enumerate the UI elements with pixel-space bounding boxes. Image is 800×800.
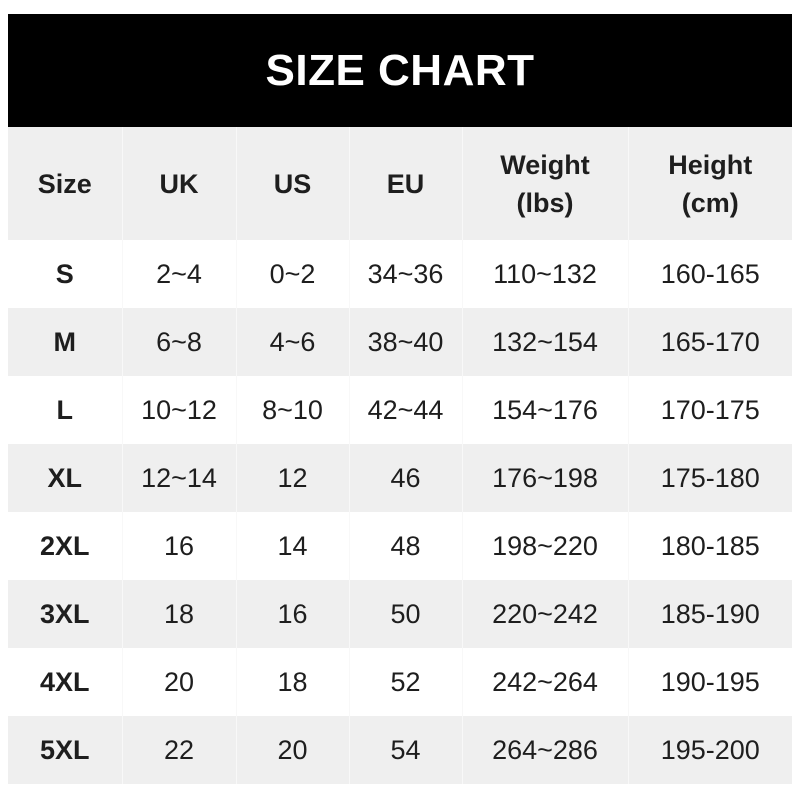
cell-uk: 6~8	[122, 308, 237, 376]
column-header-label: Weight	[500, 149, 590, 180]
column-header-eu: EU	[349, 127, 463, 240]
table-row: L 10~12 8~10 42~44 154~176 170-175	[8, 376, 792, 444]
cell-size: M	[8, 308, 123, 376]
column-header-us: US	[236, 127, 350, 240]
cell-uk: 12~14	[122, 444, 237, 512]
cell-us: 20	[236, 716, 350, 784]
cell-weight: 176~198	[462, 444, 629, 512]
column-header-label: UK	[159, 168, 199, 199]
column-header-height: Height (cm)	[628, 127, 792, 240]
cell-height: 160-165	[660, 258, 760, 289]
column-header-label: Height	[668, 149, 753, 180]
header-row: Size UK US EU Weight (lbs) Height (cm)	[8, 127, 792, 240]
size-chart-table: Size UK US EU Weight (lbs) Height (cm) S 2~4 0~2 3…	[8, 127, 792, 784]
cell-eu: 38~40	[349, 308, 463, 376]
cell-us: 0~2	[236, 240, 350, 308]
cell-uk: 22	[122, 716, 237, 784]
cell-eu: 52	[349, 648, 463, 716]
cell-uk: 18	[122, 580, 237, 648]
cell-size: 5XL	[8, 716, 123, 784]
cell-eu: 50	[349, 580, 463, 648]
cell-height: 180-185	[660, 530, 760, 561]
cell-height: 170-175	[660, 394, 760, 425]
cell-weight: 242~264	[462, 648, 629, 716]
cell-height: 190-195	[660, 666, 760, 697]
cell-eu: 34~36	[349, 240, 463, 308]
cell-height: 175-180	[628, 444, 792, 512]
column-header-label: EU	[386, 168, 425, 199]
cell-us: 16	[236, 580, 350, 648]
cell-size: L	[8, 376, 123, 444]
cell-weight: 264~286	[462, 716, 629, 784]
cell-size: XL	[8, 444, 123, 512]
cell-us: 8~10	[236, 376, 350, 444]
cell-weight: 220~242	[462, 580, 629, 648]
cell-uk: 2~4	[122, 240, 237, 308]
cell-uk: 20	[122, 648, 237, 716]
cell-weight: 154~176	[462, 376, 629, 444]
cell-us: 14	[236, 512, 350, 580]
column-header-size: Size	[8, 127, 123, 240]
cell-size: S	[8, 240, 123, 308]
table-row: XL 12~14 12 46 176~198 175-180	[8, 444, 792, 512]
cell-uk: 16	[122, 512, 237, 580]
cell-height: 185-190	[628, 580, 792, 648]
cell-eu: 48	[349, 512, 463, 580]
cell-weight: 132~154	[462, 308, 629, 376]
table-row: 5XL 22 20 54 264~286 195-200	[8, 716, 792, 784]
cell-eu: 42~44	[349, 376, 463, 444]
table-row: 2XL 16 14 48 198~220 180-185	[8, 512, 792, 580]
cell-size: 3XL	[8, 580, 123, 648]
cell-size: 2XL	[8, 512, 123, 580]
cell-us: 12	[236, 444, 350, 512]
cell-weight: 198~220	[462, 512, 629, 580]
cell-size: 4XL	[8, 648, 123, 716]
column-header-weight: Weight (lbs)	[462, 127, 629, 240]
size-chart-title: SIZE CHART	[8, 14, 792, 127]
cell-us: 4~6	[236, 308, 350, 376]
table-row: M 6~8 4~6 38~40 132~154 165-170	[8, 308, 792, 376]
cell-uk: 10~12	[122, 376, 237, 444]
cell-eu: 54	[349, 716, 463, 784]
column-header-label: Size	[37, 168, 92, 199]
cell-height: 195-200	[628, 716, 792, 784]
column-header-unit: (cm)	[681, 187, 739, 218]
table-row: 4XL 20 18 52 242~264 190-195	[8, 648, 792, 716]
column-header-label: US	[273, 168, 312, 199]
table-row: 3XL 18 16 50 220~242 185-190	[8, 580, 792, 648]
column-header-uk: UK	[122, 127, 237, 240]
cell-us: 18	[236, 648, 350, 716]
cell-weight: 110~132	[462, 240, 629, 308]
table-row: S 2~4 0~2 34~36 110~132 160-165	[8, 240, 792, 308]
cell-height: 165-170	[628, 308, 792, 376]
cell-eu: 46	[349, 444, 463, 512]
column-header-unit: (lbs)	[516, 187, 574, 218]
